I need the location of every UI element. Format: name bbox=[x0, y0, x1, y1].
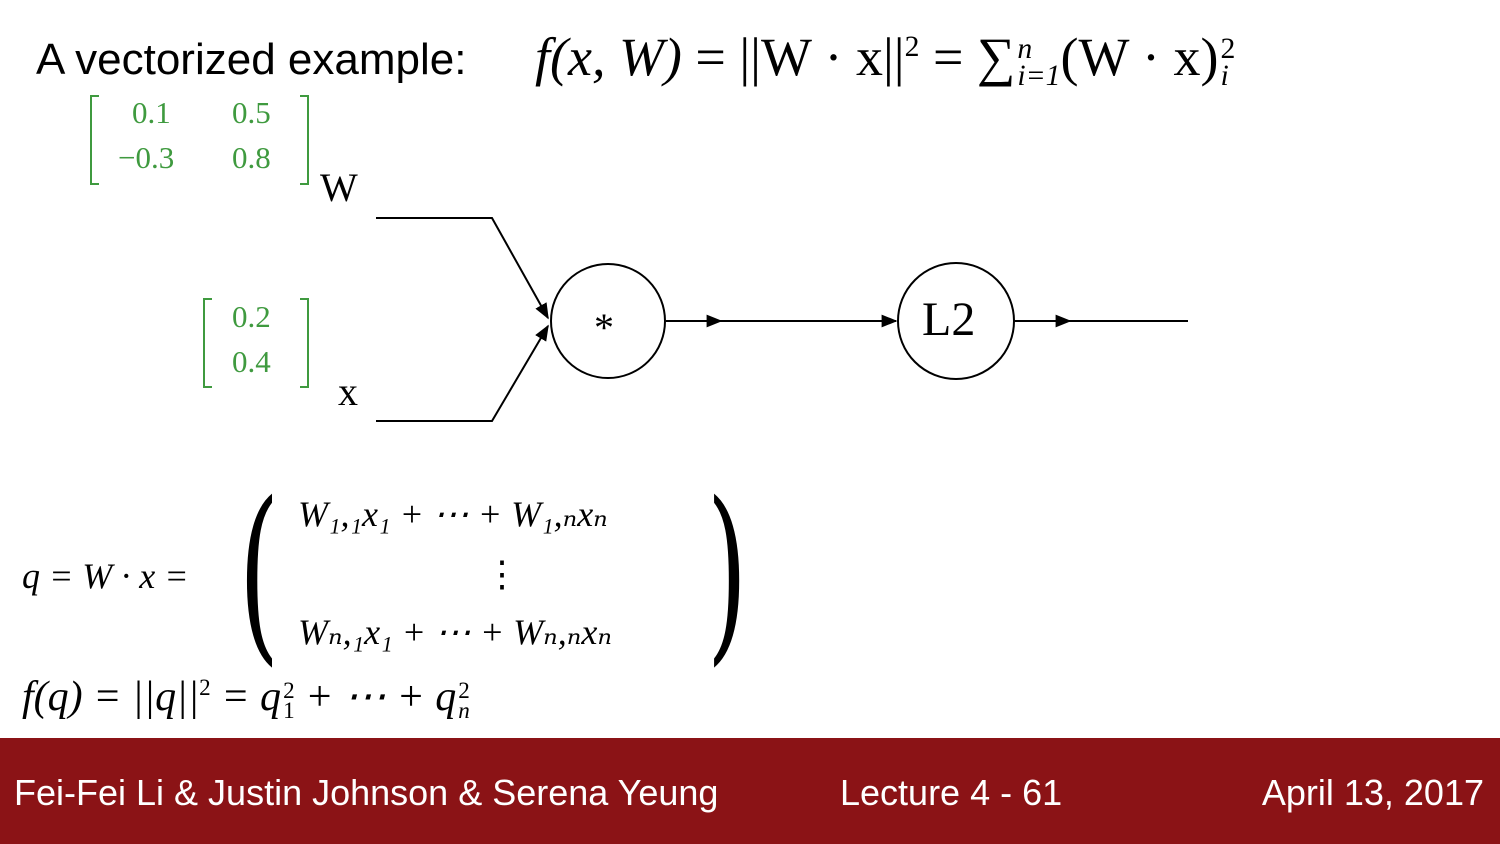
f-eq-part3: + ⋯ + q bbox=[294, 674, 457, 720]
slide-title: A vectorized example: bbox=[36, 35, 467, 84]
matrix-w-right-bracket bbox=[300, 95, 309, 185]
q-matrix-right-paren: ) bbox=[706, 462, 748, 683]
footer-date: April 13, 2017 bbox=[1261, 772, 1484, 813]
title-equation: f(x, W) = ||W · x||2 = ∑ n i=1 (W · x) 2 i bbox=[535, 27, 1236, 92]
f-eq-part1: f(q) = ||q|| bbox=[22, 674, 200, 720]
title-eq-sub2: i bbox=[1220, 59, 1229, 92]
f-eq-sup-a: 2 bbox=[283, 676, 295, 703]
title-eq-sup1: 2 bbox=[904, 31, 920, 63]
edge-x-to-mul bbox=[376, 324, 549, 422]
q-matrix-row-2: Wₙ,₁x₁ + ⋯ + Wₙ,ₙxₙ bbox=[298, 612, 612, 652]
computational-graph bbox=[376, 217, 1188, 422]
q-matrix-left-paren: ( bbox=[238, 462, 280, 683]
matrix-w-left-bracket bbox=[90, 95, 99, 185]
f-eq-part2: = q bbox=[210, 674, 282, 720]
footer-authors: Fei-Fei Li & Justin Johnson & Serena Yeu… bbox=[14, 772, 719, 813]
matrix-w-cell-21: −0.3 bbox=[118, 140, 175, 175]
node-multiply-label: * bbox=[594, 305, 614, 350]
f-eq-sup-b: 2 bbox=[458, 676, 470, 703]
slide-content: A vectorized example: f(x, W) = ||W · x|… bbox=[22, 27, 1236, 724]
q-matrix-row-1: W₁,₁x₁ + ⋯ + W₁,ₙxₙ bbox=[298, 494, 608, 534]
f-eq-sub-a: 1 bbox=[283, 697, 295, 724]
vector-x-right-bracket bbox=[300, 298, 309, 388]
vector-x-cell-2: 0.4 bbox=[232, 344, 271, 379]
title-eq-lhs: f(x, W) bbox=[535, 27, 682, 87]
title-eq-part1: = ||W · x|| bbox=[681, 27, 905, 87]
node-l2 bbox=[897, 262, 1015, 380]
title-eq-sum-lower: i=1 bbox=[1017, 59, 1061, 92]
input-label-w: W bbox=[320, 165, 358, 210]
title-eq-part3: (W · x) bbox=[1060, 27, 1219, 87]
matrix-w-cell-12: 0.5 bbox=[232, 95, 271, 130]
matrix-w-cell-11: 0.1 bbox=[132, 95, 171, 130]
f-eq-sub-b: n bbox=[458, 697, 470, 724]
title-eq-sup2: 2 bbox=[1220, 32, 1236, 65]
title-eq-sum-limits: n i=1 bbox=[1017, 32, 1061, 92]
vector-x-cell-1: 0.2 bbox=[232, 299, 271, 334]
q-equation-lhs: q = W · x = bbox=[22, 556, 189, 596]
vector-x-left-bracket bbox=[203, 298, 212, 388]
title-eq-sum-upper: n bbox=[1017, 32, 1033, 65]
title-eq-sum: = ∑ bbox=[919, 27, 1016, 87]
q-matrix-vdots: ⋮ bbox=[484, 554, 520, 594]
edge-w-to-mul bbox=[376, 217, 549, 320]
f-eq-sup: 2 bbox=[199, 674, 211, 700]
node-l2-label: L2 bbox=[922, 293, 976, 346]
footer-lecture: Lecture 4 - 61 bbox=[840, 772, 1063, 813]
matrix-w-cell-22: 0.8 bbox=[232, 140, 271, 175]
node-multiply bbox=[550, 263, 666, 379]
input-label-x: x bbox=[338, 369, 358, 414]
footer-bar bbox=[0, 738, 1500, 844]
